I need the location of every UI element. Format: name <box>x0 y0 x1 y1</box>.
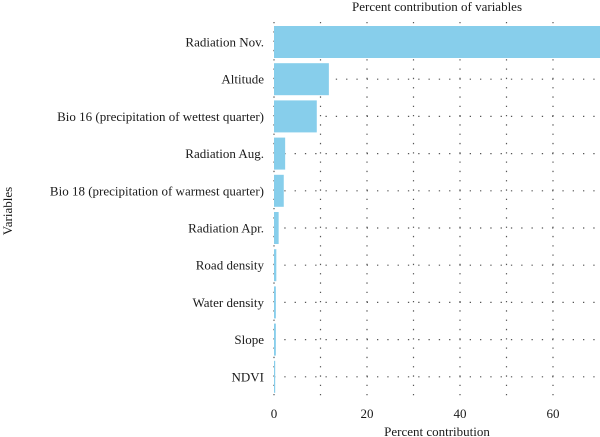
bar-2 <box>274 63 329 96</box>
category-label: Water density <box>192 295 264 310</box>
category-label: NDVI <box>232 369 265 384</box>
bars <box>274 26 600 393</box>
x-tick-label: 0 <box>271 406 278 421</box>
x-tick-labels: 0 20 40 60 <box>271 406 560 421</box>
x-tick-label: 40 <box>454 406 467 421</box>
category-labels: Radiation Nov. Altitude Bio 16 (precipitat… <box>50 35 265 385</box>
bar-6 <box>274 212 279 244</box>
category-label: Radiation Apr. <box>188 221 264 236</box>
category-label: Bio 16 (precipitation of wettest quarter… <box>57 109 264 124</box>
bar-1 <box>274 26 600 58</box>
x-tick-label: 20 <box>361 406 374 421</box>
x-axis-label: Percent contribution <box>384 424 490 437</box>
bar-7 <box>274 249 277 282</box>
category-label: Slope <box>234 332 264 347</box>
bar-5 <box>274 174 284 207</box>
category-label: Road density <box>196 258 265 273</box>
chart-title: Percent contribution of variables <box>352 0 522 14</box>
bar-9 <box>274 323 276 356</box>
y-axis-label: Variables <box>0 187 15 235</box>
bar-8 <box>274 286 276 319</box>
category-label: Radiation Aug. <box>185 146 264 161</box>
category-label: Bio 18 (precipitation of warmest quarter… <box>50 183 264 198</box>
category-label: Radiation Nov. <box>185 35 264 50</box>
bar-4 <box>274 137 286 170</box>
bar-10 <box>274 360 276 393</box>
category-label: Altitude <box>221 72 264 87</box>
bar-3 <box>274 100 317 133</box>
x-tick-label: 60 <box>547 406 560 421</box>
